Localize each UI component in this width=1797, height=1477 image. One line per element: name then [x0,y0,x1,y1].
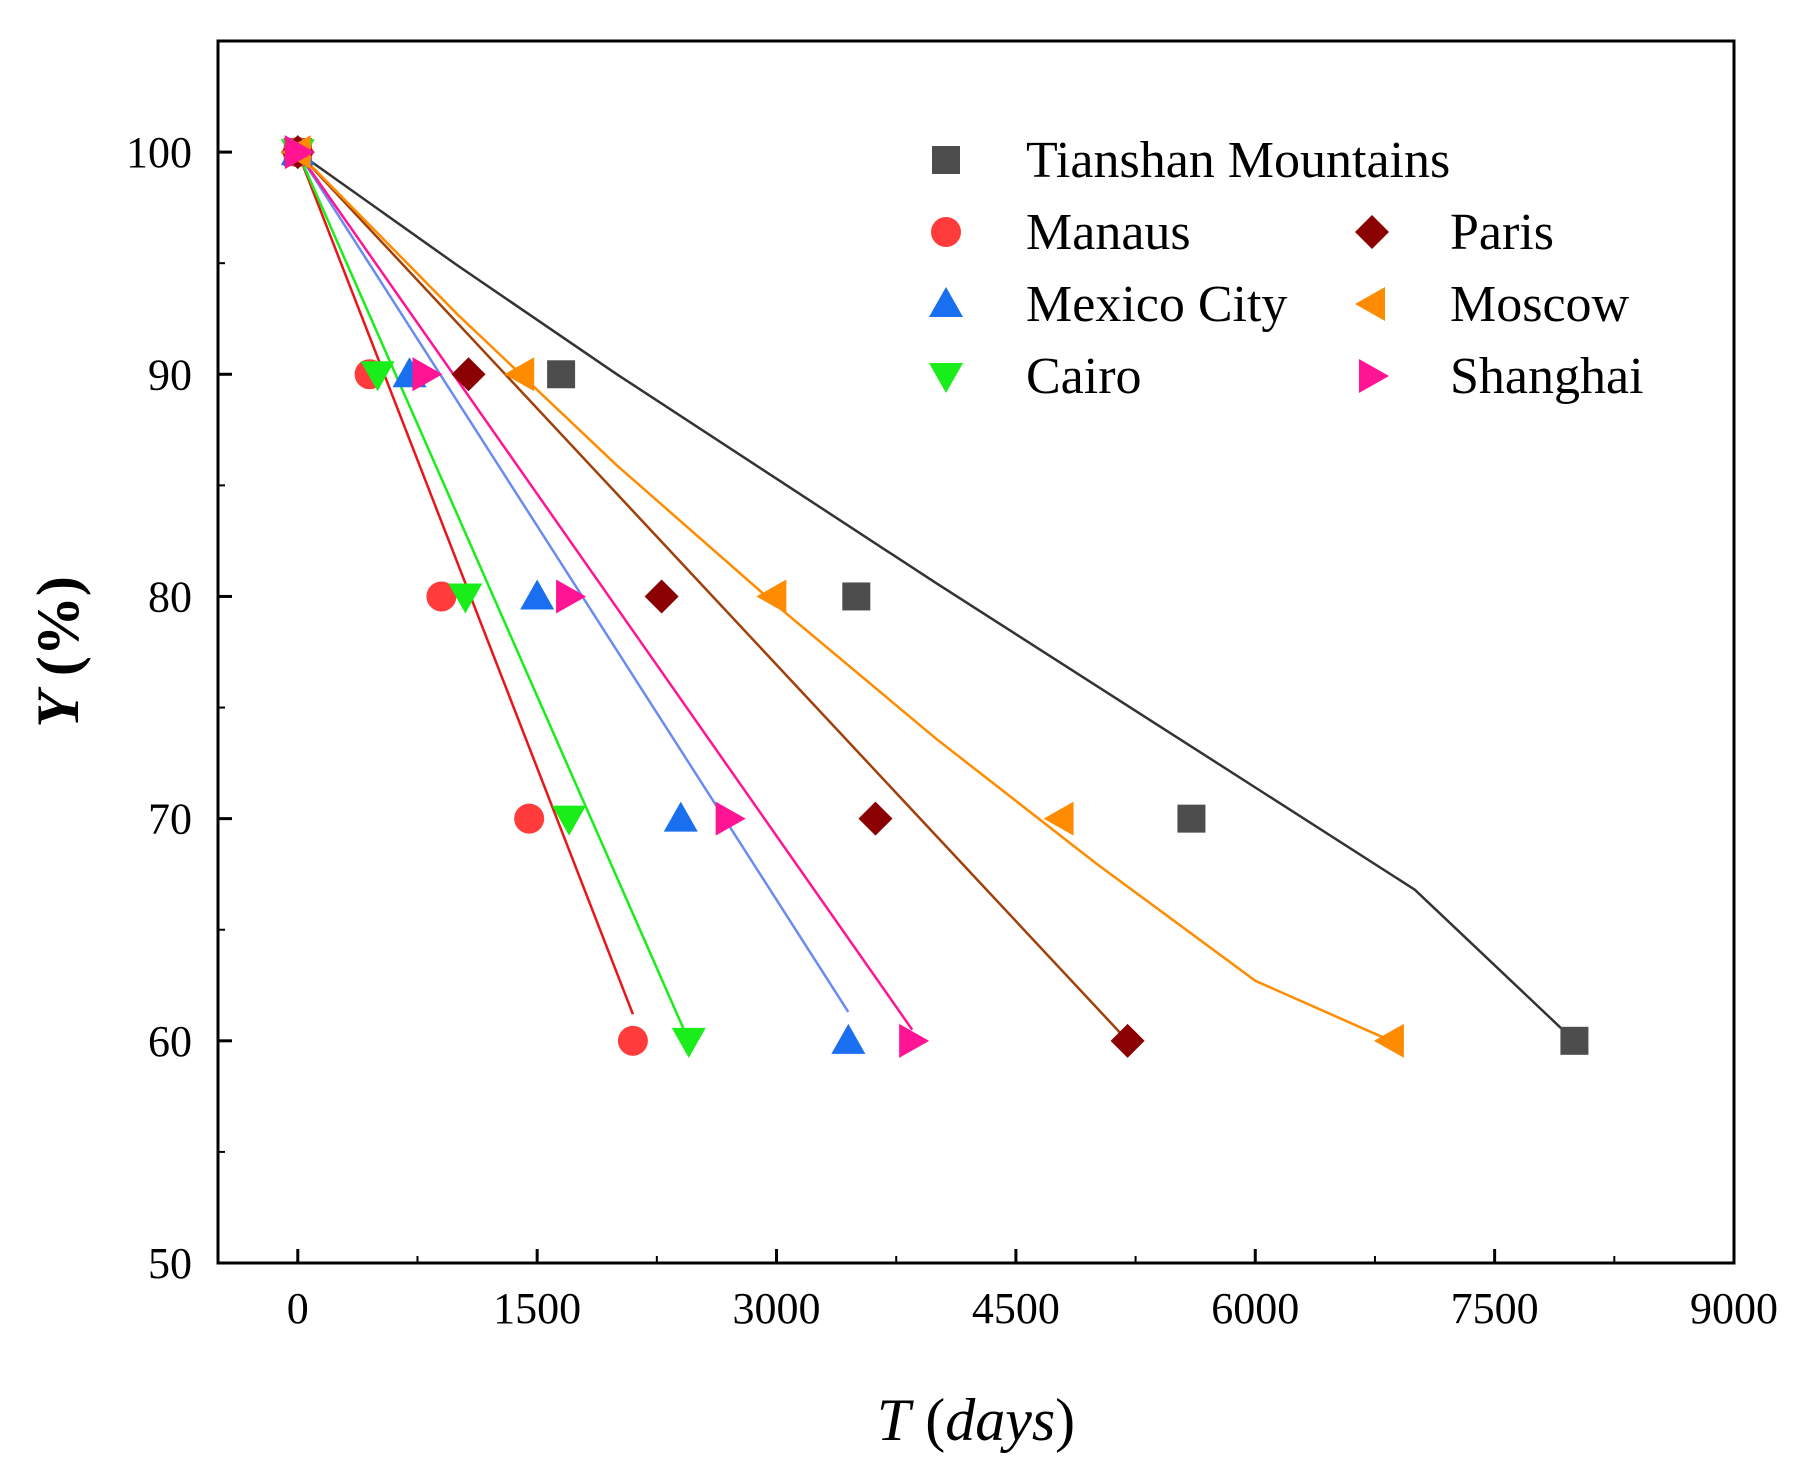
plot-area [218,41,1734,1263]
x-axis-title-symbol: T [877,1387,914,1453]
fit-line-shanghai [296,151,914,1031]
point-moscow-90 [504,357,535,392]
legend-label-paris: Paris [1450,204,1554,261]
point-shanghai-100 [284,135,315,170]
y-tick-label-50: 50 [148,1239,192,1288]
point-tianshan-mountains-90 [547,360,576,389]
x-tick-label-4500: 4500 [972,1284,1060,1333]
legend-label-shanghai: Shanghai [1450,348,1644,405]
point-shanghai-70 [715,801,746,836]
y-tick-label-60: 60 [148,1017,192,1066]
x-tick-label-1500: 1500 [493,1284,581,1333]
fit-line-moscow [296,151,1392,1042]
legend-marker-shanghai [1359,359,1389,393]
point-cairo-90 [360,361,395,392]
legend-marker-moscow [1355,287,1385,321]
x-tick-label-7500: 7500 [1451,1284,1539,1333]
fit-line-manaus [296,151,635,1015]
point-mexico-city-80 [520,579,555,610]
fit-line-mexico-city [296,151,850,1013]
fit-line-tianshan-mountains [297,151,1576,1042]
x-tick-label-9000: 9000 [1690,1284,1778,1333]
legend-marker-paris [1355,215,1389,249]
point-paris-70 [858,801,893,836]
point-cairo-70 [552,805,587,836]
y-axis-title-symbol: Y [25,686,91,728]
x-tick-label-0: 0 [287,1284,309,1333]
y-tick-label-70: 70 [148,795,192,844]
fit-lines [296,151,1576,1042]
point-cairo-60 [671,1027,706,1058]
point-moscow-70 [1043,801,1074,836]
point-shanghai-80 [556,579,587,614]
legend-label-tianshan-mountains: Tianshan Mountains [1026,132,1450,189]
point-paris-90 [451,357,486,392]
x-axis-title: T (days) [877,1387,1075,1453]
x-axis-title-unit: days [945,1387,1055,1453]
x-tick-label-3000: 3000 [733,1284,821,1333]
point-manaus-60 [617,1025,648,1056]
point-shanghai-60 [899,1023,930,1058]
plot-frame [216,39,1736,1265]
legend-label-moscow: Moscow [1450,276,1630,333]
data-markers [280,135,1589,1058]
legend-marker-manaus [931,217,961,247]
point-paris-80 [644,579,679,614]
point-mexico-city-70 [663,801,698,832]
legend: Tianshan Mountains Manaus Mexico City Cairo… [929,132,1644,405]
y-axis-title-unit: (%) [25,576,91,691]
legend-marker-cairo [929,363,963,393]
y-axis-title: Y (%) [25,576,91,728]
point-cairo-80 [448,583,483,614]
x-axis-title-close: ) [1055,1387,1075,1453]
x-tick-label-6000: 6000 [1211,1284,1299,1333]
legend-label-manaus: Manaus [1026,204,1191,261]
point-tianshan-mountains-80 [842,582,871,611]
legend-label-mexico-city: Mexico City [1026,276,1287,333]
point-shanghai-90 [412,357,443,392]
fit-line-cairo [296,151,690,1042]
point-moscow-80 [756,579,787,614]
y-tick-label-100: 100 [126,128,192,177]
point-paris-60 [1110,1023,1145,1058]
point-manaus-70 [514,803,545,834]
fit-line-paris [296,151,1129,1042]
point-mexico-city-60 [831,1023,866,1054]
legend-label-cairo: Cairo [1026,348,1142,405]
y-tick-label-90: 90 [148,350,192,399]
point-tianshan-mountains-70 [1177,804,1206,833]
point-moscow-60 [1373,1023,1404,1058]
legend-marker-mexico-city [929,287,963,317]
x-axis-title-open: ( [910,1387,945,1453]
y-axis-ticks: 50 60 70 80 90 100 [126,40,232,1288]
point-tianshan-mountains-60 [1560,1026,1589,1055]
point-manaus-80 [426,581,457,612]
y-tick-label-80: 80 [148,572,192,621]
legend-marker-tianshan-mountains [932,146,960,174]
x-axis-ticks: 0 1500 3000 4500 6000 7500 9000 [287,1249,1778,1333]
